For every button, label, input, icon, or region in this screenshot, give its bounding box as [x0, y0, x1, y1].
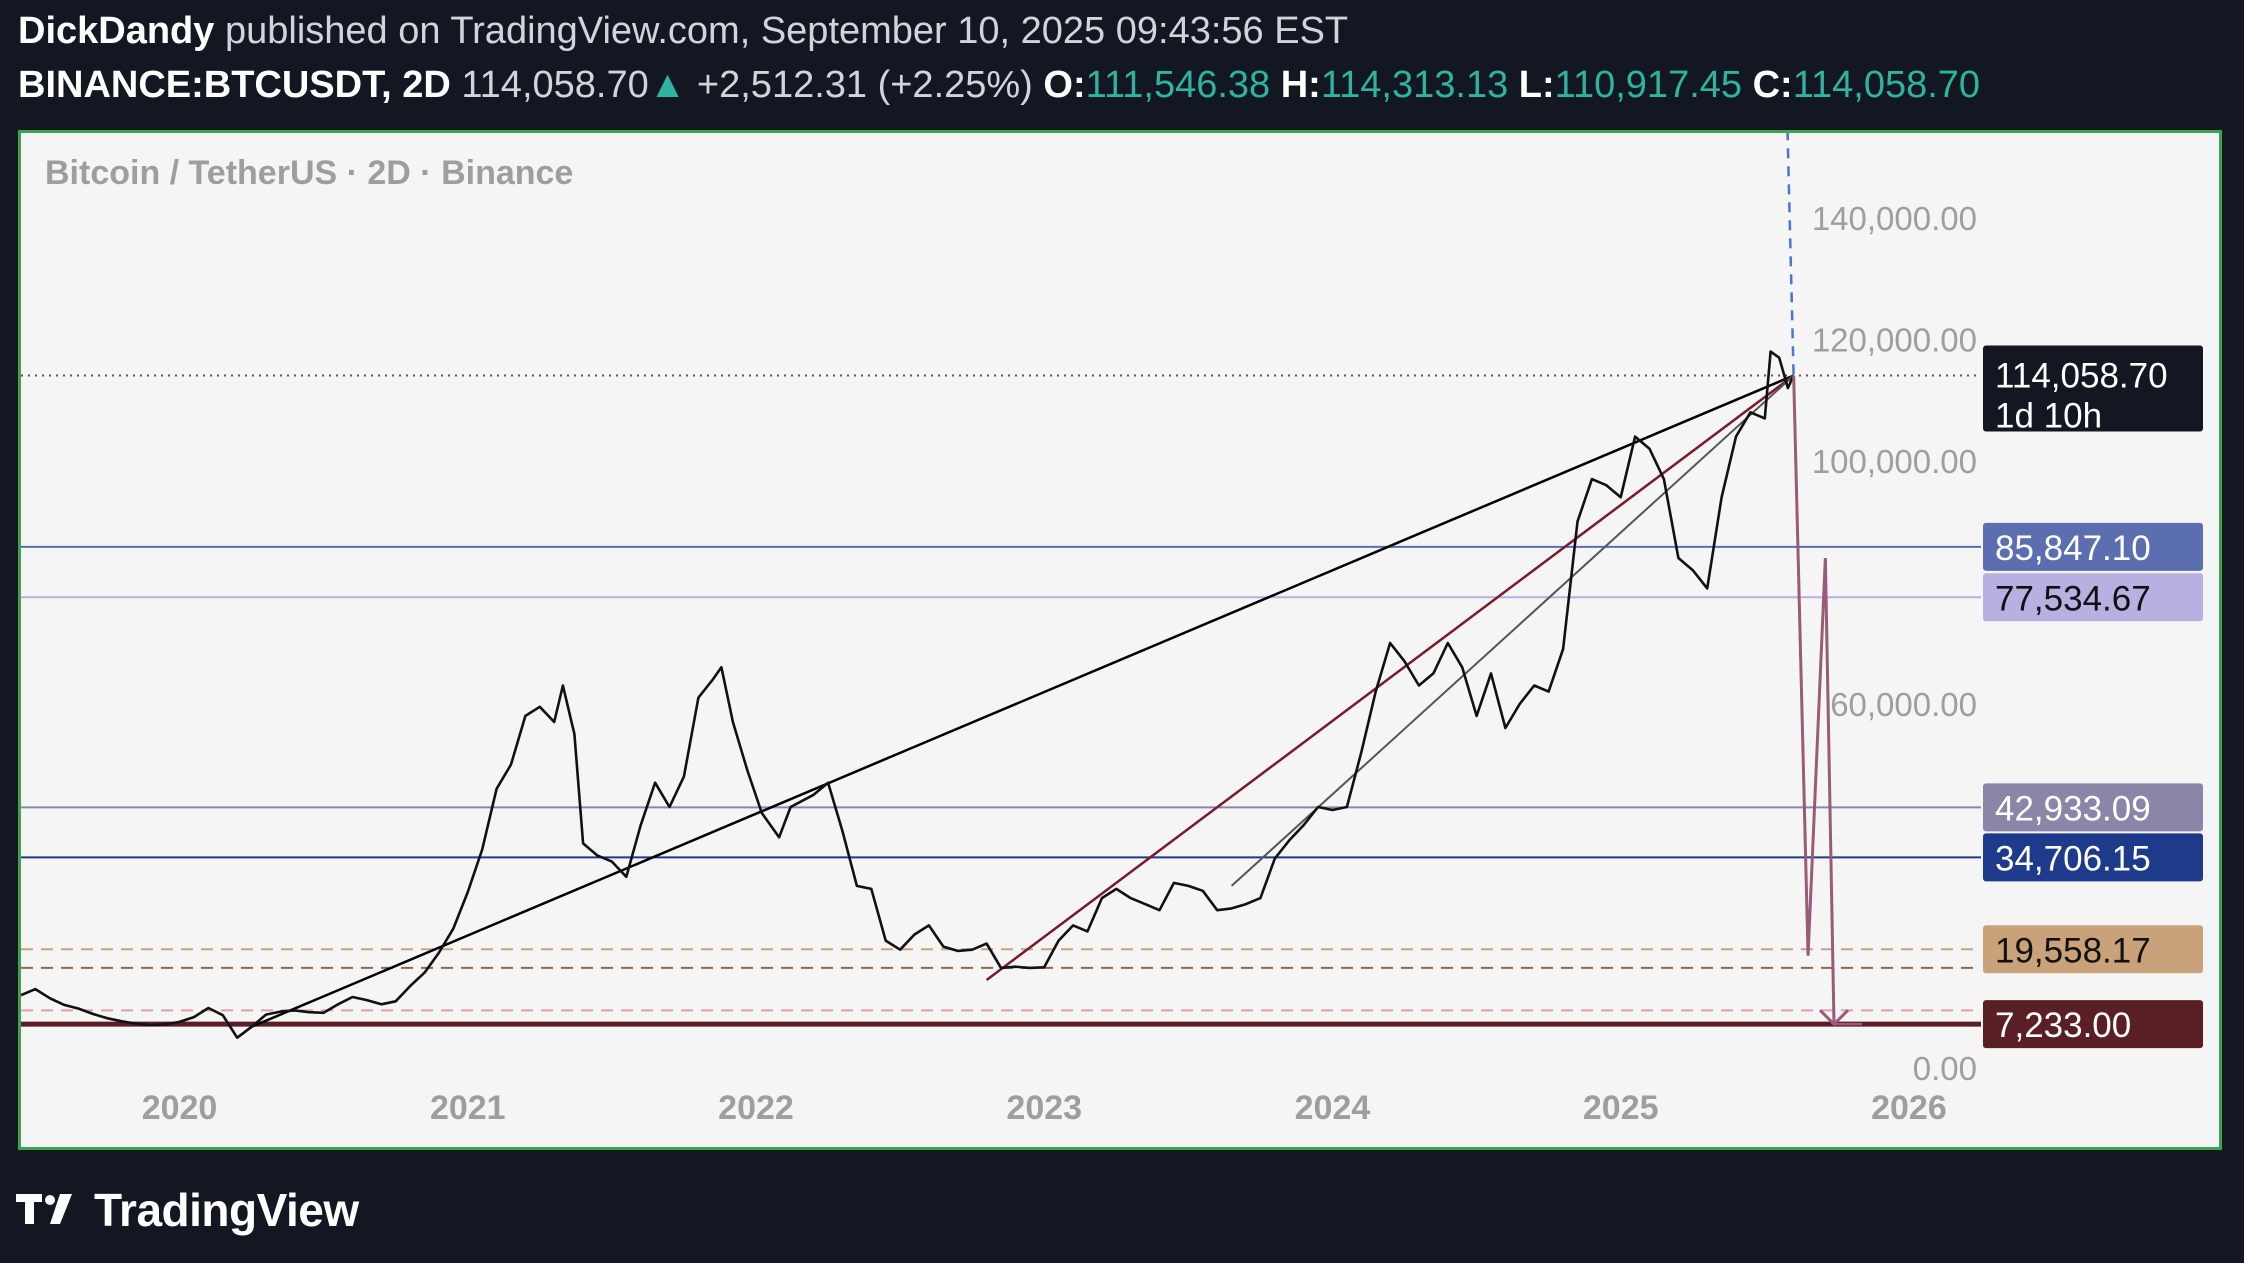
- level-tag-0-bg[interactable]: [1983, 522, 2203, 571]
- symbol-line: BINANCE:BTCUSDT, 2D 114,058.70▲ +2,512.3…: [18, 64, 1980, 107]
- price-change: +2,512.31 (+2.25%): [696, 64, 1033, 106]
- close-value: 114,058.70: [1792, 64, 1981, 106]
- open-value: 111,546.38: [1085, 64, 1271, 106]
- level-tag-0: 85,847.10: [1995, 529, 2151, 568]
- symbol-label: BINANCE:BTCUSDT, 2D: [18, 64, 451, 106]
- y-tick-label: 60,000.00: [1830, 686, 1977, 723]
- current-price-tag: 114,058.70: [1995, 357, 2168, 396]
- level-tag-4-bg[interactable]: [1983, 925, 2203, 974]
- price-series-line: [21, 350, 1795, 1039]
- price-chart[interactable]: 140,000.00 120,000.00 100,000.00 60,000.00 0…: [21, 133, 2219, 1147]
- low-value: 110,917.45: [1554, 64, 1743, 106]
- chart-header: DickDandy published on TradingView.com, …: [0, 0, 2244, 128]
- tradingview-logo-icon: [16, 1194, 72, 1224]
- author-name[interactable]: DickDandy: [18, 10, 215, 52]
- close-label: C:: [1752, 64, 1793, 106]
- projection-arrow-path[interactable]: [1792, 375, 1836, 1025]
- price-value: 114,058.70: [461, 64, 649, 106]
- level-tag-5: 7,233.00: [1995, 1006, 2131, 1045]
- x-tick-label: 2025: [1583, 1089, 1659, 1127]
- trendline-gray[interactable]: [1230, 374, 1795, 887]
- level-tag-1: 77,534.67: [1995, 579, 2151, 618]
- x-tick-label: 2022: [718, 1089, 794, 1127]
- current-price-tag-countdown: 1d 10h: [1995, 397, 2102, 436]
- level-tag-3-bg[interactable]: [1983, 833, 2203, 882]
- current-price-tag-bg[interactable]: [1983, 345, 2203, 432]
- tradingview-logo[interactable]: TradingView: [16, 1180, 359, 1240]
- level-tag-3: 34,706.15: [1995, 839, 2151, 878]
- open-label: O:: [1043, 64, 1086, 106]
- published-text: published on TradingView.com, September …: [224, 10, 1349, 52]
- level-tag-1-bg[interactable]: [1983, 573, 2203, 622]
- y-tick-label: 0.00: [1913, 1050, 1977, 1087]
- up-triangle-icon: ▲: [648, 64, 687, 106]
- level-tag-4: 19,558.17: [1995, 931, 2151, 970]
- trendline-red[interactable]: [985, 374, 1795, 982]
- level-tag-2: 42,933.09: [1995, 789, 2151, 828]
- level-tag-2-bg[interactable]: [1983, 783, 2203, 832]
- trendline-main[interactable]: [251, 374, 1795, 1028]
- level-tag-5-bg[interactable]: [1983, 1000, 2203, 1049]
- x-tick-label: 2024: [1295, 1089, 1371, 1127]
- x-tick-label: 2023: [1006, 1089, 1082, 1127]
- y-tick-label: 100,000.00: [1812, 443, 1977, 480]
- x-tick-label: 2026: [1871, 1089, 1947, 1127]
- x-tick-label: 2020: [142, 1089, 218, 1127]
- y-tick-label: 120,000.00: [1812, 321, 1977, 358]
- low-label: L:: [1518, 64, 1555, 106]
- chart-frame[interactable]: 140,000.00 120,000.00 100,000.00 60,000.00 0…: [18, 130, 2222, 1150]
- x-tick-label: 2021: [430, 1089, 506, 1127]
- high-value: 114,313.13: [1320, 64, 1509, 106]
- y-tick-label: 140,000.00: [1812, 200, 1977, 237]
- publish-line: DickDandy published on TradingView.com, …: [18, 10, 1348, 53]
- chart-title: Bitcoin / TetherUS · 2D · Binance: [45, 154, 573, 192]
- tradingview-brand: TradingView: [94, 1184, 359, 1236]
- high-label: H:: [1280, 64, 1321, 106]
